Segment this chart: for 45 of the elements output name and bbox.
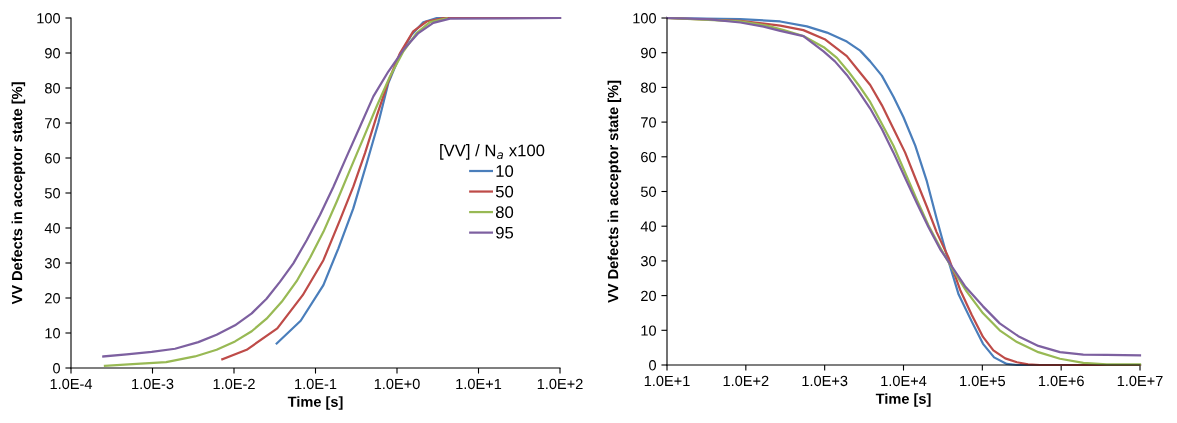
y-tick-label: 90 xyxy=(641,47,657,59)
x-tick-label: 1.0E+1 xyxy=(456,378,502,390)
y-tick-label: 100 xyxy=(633,13,657,24)
y-tick-label: 30 xyxy=(640,256,657,267)
y-tick-label: 50 xyxy=(640,186,657,197)
x-tick-label: 1.0E+3 xyxy=(802,375,848,387)
x-tick-label: 1.0E+6 xyxy=(1038,375,1084,387)
y-axis-title: VV Defects in acceptor state [%] xyxy=(11,82,26,305)
y-tick-label: 80 xyxy=(45,83,61,94)
legend-title: [VV] / N$_{a}$ x100 xyxy=(440,144,545,160)
x-axis-title: Time [s] xyxy=(875,393,931,407)
y-tick-label: 20 xyxy=(45,293,61,304)
y-tick-label: 10 xyxy=(641,325,657,336)
y-tick-label: 40 xyxy=(44,223,61,234)
y-tick-label: 50 xyxy=(44,188,61,199)
x-tick-label: 1.0E+5 xyxy=(960,375,1006,387)
x-tick-label: 1.0E+7 xyxy=(1117,375,1163,387)
y-axis-title: VV Defects in acceptor state [%] xyxy=(607,80,622,303)
x-tick-label: 1.0E-1 xyxy=(295,378,337,390)
y-tick-label: 70 xyxy=(641,117,657,128)
x-axis-title: Time [s] xyxy=(287,396,343,410)
y-tick-label: 0 xyxy=(53,363,61,374)
legend-label: 10 xyxy=(496,165,514,177)
y-tick-label: 0 xyxy=(649,360,657,371)
y-tick-label: 20 xyxy=(641,290,657,302)
y-tick-label: 60 xyxy=(641,151,657,163)
y-tick-label: 40 xyxy=(640,221,657,232)
y-tick-label: 100 xyxy=(37,13,61,24)
legend-label: 95 xyxy=(496,226,514,239)
x-tick-label: 1.0E-2 xyxy=(213,378,255,390)
legend-label: 50 xyxy=(495,185,514,198)
y-tick-label: 30 xyxy=(44,258,61,269)
x-tick-label: 1.0E+0 xyxy=(374,378,420,390)
x-tick-label: 1.0E+2 xyxy=(723,375,769,387)
y-tick-label: 80 xyxy=(641,82,657,93)
x-tick-label: 1.0E+1 xyxy=(644,375,690,387)
y-tick-label: 70 xyxy=(45,118,61,129)
y-tick-label: 60 xyxy=(45,153,61,164)
x-tick-label: 1.0E+2 xyxy=(537,378,583,390)
x-tick-label: 1.0E+4 xyxy=(881,375,927,387)
y-tick-label: 10 xyxy=(45,328,61,339)
x-tick-label: 1.0E-3 xyxy=(132,378,174,390)
x-tick-label: 1.0E-4 xyxy=(50,378,93,390)
legend-label: 80 xyxy=(495,206,514,219)
y-tick-label: 90 xyxy=(45,48,61,59)
